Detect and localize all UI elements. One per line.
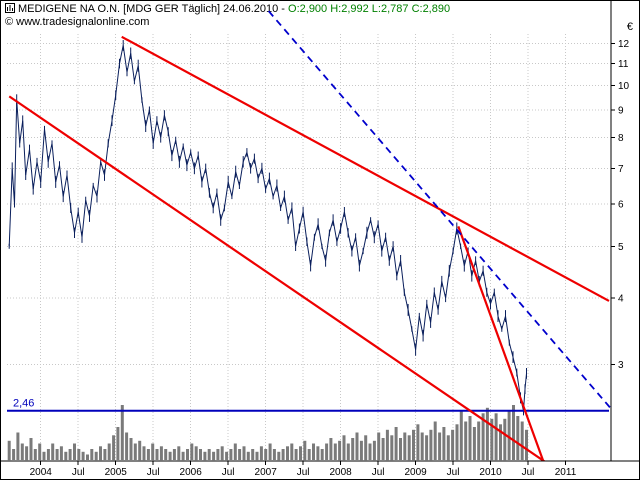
y-axis-label: 8 <box>618 133 624 144</box>
y-axis-label: 5 <box>618 242 624 253</box>
chart-icon <box>5 3 15 16</box>
x-axis-label: Jul <box>372 467 385 478</box>
y-axis-label: 3 <box>618 360 624 371</box>
x-axis-label: Jul <box>147 467 160 478</box>
x-axis-label: 2005 <box>105 467 128 478</box>
x-axis-label: Jul <box>297 467 310 478</box>
x-axis-label: Jul <box>447 467 460 478</box>
x-axis-label: 2004 <box>30 467 53 478</box>
ohlc-values: O:2,900 H:2,992 L:2,787 C:2,890 <box>288 3 451 15</box>
trend-line-upper-channel <box>121 35 610 302</box>
currency-label: € <box>626 21 633 33</box>
y-axis-label: 10 <box>618 81 630 92</box>
x-axis-label: 2011 <box>555 467 577 478</box>
x-axis-label: Jul <box>522 467 535 478</box>
y-axis-label: 9 <box>618 106 624 117</box>
price-series <box>8 40 527 416</box>
y-axis-label: 7 <box>618 164 624 175</box>
x-axis-label: 2008 <box>329 467 352 478</box>
y-axis-label: 6 <box>618 200 624 211</box>
x-axis-label: Jul <box>72 467 85 478</box>
instrument-title: MEDIGENE NA O.N. [MDG GER Täglich] 24.06… <box>18 3 279 15</box>
y-axis-labels: 12 11 10 9 8 7 6 5 4 3 <box>618 39 630 371</box>
x-axis-label: 2007 <box>255 467 278 478</box>
x-axis-label: 2009 <box>404 467 427 478</box>
volume-bars <box>7 405 528 461</box>
copyright-label: © www.tradesignalonline.com <box>5 16 150 28</box>
support-level-label: 2,46 <box>13 398 34 410</box>
x-axis-label: 2006 <box>180 467 203 478</box>
x-axis-label: Jul <box>222 467 235 478</box>
trend-line-projection <box>267 10 611 411</box>
title-separator: - <box>281 3 285 15</box>
x-axis-labels: 2004 Jul 2005 Jul 2006 Jul 2007 Jul 2008 Jul 2009 J… <box>30 467 577 478</box>
chart-header: MEDIGENE NA O.N. [MDG GER Täglich] 24.06… <box>5 3 450 16</box>
trend-line-lower-channel <box>8 95 546 461</box>
y-axis-label: 4 <box>618 294 624 305</box>
axes <box>1 1 639 465</box>
x-axis-label: 2010 <box>479 467 502 478</box>
trend-line-wedge-line <box>457 225 545 461</box>
y-axis-label: 12 <box>618 39 630 50</box>
y-axis-label: 11 <box>618 59 629 70</box>
